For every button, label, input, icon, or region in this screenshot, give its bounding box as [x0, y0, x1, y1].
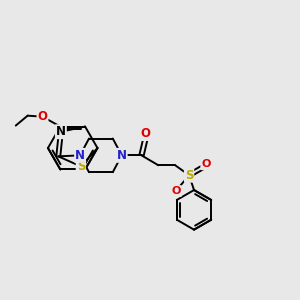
Text: O: O	[201, 159, 211, 169]
Text: N: N	[75, 149, 85, 162]
Text: O: O	[38, 110, 47, 123]
Text: N: N	[117, 149, 127, 162]
Text: O: O	[172, 186, 181, 196]
Text: S: S	[77, 160, 85, 173]
Text: O: O	[140, 127, 151, 140]
Text: N: N	[56, 125, 66, 138]
Text: S: S	[185, 169, 193, 182]
